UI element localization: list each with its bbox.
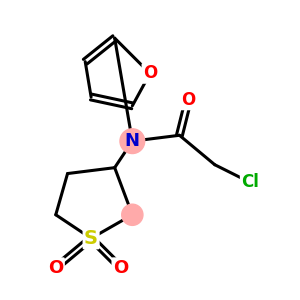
Text: O: O	[181, 91, 195, 109]
Text: O: O	[143, 64, 157, 82]
Circle shape	[120, 129, 145, 154]
Text: N: N	[125, 132, 140, 150]
Text: O: O	[113, 259, 128, 277]
Text: O: O	[48, 259, 63, 277]
Circle shape	[122, 204, 143, 225]
Text: Cl: Cl	[241, 173, 259, 191]
Text: S: S	[84, 229, 98, 248]
